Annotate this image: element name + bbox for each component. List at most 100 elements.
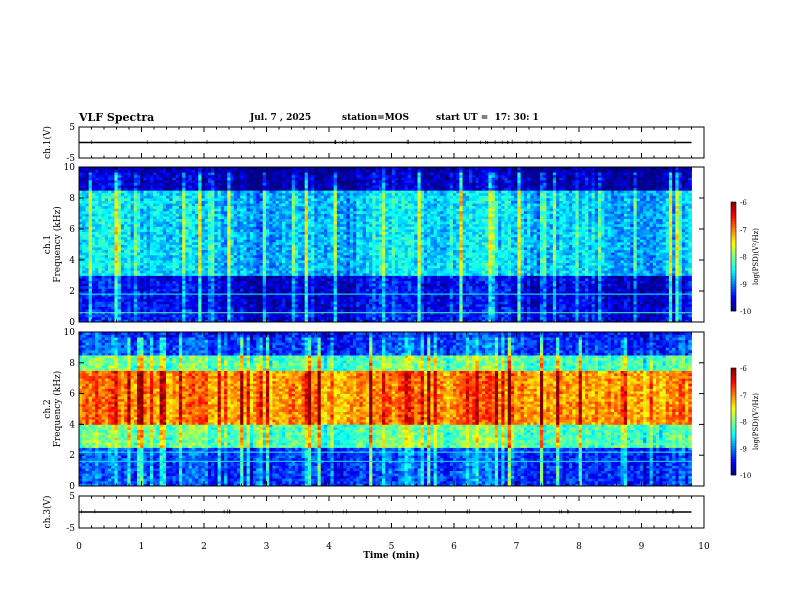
ch2-colorbar-swatch [731, 456, 736, 460]
ch1-spectrogram [79, 167, 692, 323]
ch3-waveform-ytick-label: 5 [69, 492, 75, 502]
ch2-colorbar-swatch [731, 410, 736, 414]
ch2-colorbar-swatch [731, 442, 736, 446]
x-tick-label: 7 [514, 542, 520, 552]
ch1-waveform-ylabel: ch.1(V) [42, 126, 53, 159]
chart-title: VLF Spectra [79, 111, 154, 124]
ch2-colorbar-swatch [731, 400, 736, 404]
ch1-colorbar-swatch [731, 210, 736, 214]
ch1-colorbar-swatch [731, 283, 736, 287]
ch1-spectrogram-ytick-label: 8 [69, 194, 75, 204]
ch2-colorbar-swatch [731, 408, 736, 412]
ch1-colorbar-swatch [731, 212, 736, 216]
ch2-colorbar-tick-label: -9 [740, 445, 747, 453]
ch2-colorbar-swatch [731, 368, 736, 371]
x-tick-label: 6 [451, 542, 457, 552]
ch2-colorbar-swatch [731, 432, 736, 436]
ch1-colorbar-swatch [731, 270, 736, 274]
ch1-colorbar-label: log(PSD)(V²/Hz) [752, 228, 760, 285]
x-tick-label: 1 [139, 542, 145, 552]
ch1-colorbar-tick-label: -10 [740, 308, 751, 316]
ch1-colorbar-tick-label: -8 [740, 254, 747, 262]
x-axis-label: Time (min) [363, 550, 420, 561]
ch1-colorbar-tick-label: -9 [740, 281, 747, 289]
ch2-colorbar-swatch [731, 416, 736, 420]
ch2-colorbar-swatch [731, 397, 736, 401]
ch2-colorbar-frame [730, 367, 737, 476]
ch1-colorbar-swatch [731, 300, 736, 304]
ch2-colorbar-label: log(PSD)(V²/Hz) [752, 393, 760, 450]
ch2-colorbar-swatch [731, 445, 736, 449]
start-ut-label: start UT = 17: 30: 1 [436, 113, 539, 123]
ch1-colorbar-swatch [731, 294, 736, 298]
ch1-colorbar-swatch [731, 297, 736, 301]
ch1-colorbar-swatch [731, 275, 736, 279]
ch2-colorbar-swatch [731, 472, 736, 476]
ch2-spectrogram-ytick-label: 0 [69, 482, 75, 492]
ch2-spectrogram-ytick-label: 10 [64, 328, 76, 338]
ch2-colorbar-swatch [731, 440, 736, 444]
ch1-colorbar-swatch [731, 237, 736, 241]
x-tick-label: 10 [698, 542, 710, 552]
ch1-spectrogram-ytick-label: 2 [69, 287, 75, 297]
x-tick-label: 2 [201, 542, 207, 552]
ch2-colorbar-swatch [731, 413, 736, 417]
ch1-colorbar-swatch [731, 242, 736, 246]
ch2-spectrogram-ytick-label: 8 [69, 359, 75, 369]
ch2-spectrogram-ytick-label: 4 [69, 420, 75, 430]
ch1-colorbar-swatch [731, 286, 736, 290]
ch2-spectrogram-ytick-label: 2 [69, 451, 75, 461]
ch2-colorbar-tick-label: -6 [740, 365, 747, 373]
ch2-colorbar-swatch [731, 424, 736, 428]
ch2-colorbar-swatch [731, 448, 736, 452]
x-tick-label: 0 [76, 542, 82, 552]
x-tick-label: 3 [264, 542, 270, 552]
ch2-colorbar-swatch [731, 434, 736, 438]
ch2-colorbar-swatch [731, 405, 736, 409]
ch1-colorbar-swatch [731, 278, 736, 282]
ch3-waveform-ylabel: ch.3(V) [42, 496, 53, 529]
ch1-colorbar-swatch [731, 234, 736, 238]
ch1-spectrogram-ytick-label: 10 [64, 163, 76, 173]
x-tick-label: 9 [639, 542, 645, 552]
ch2-colorbar-swatch [731, 453, 736, 457]
ch1-colorbar-swatch [731, 259, 736, 263]
ch2-colorbar-swatch [731, 458, 736, 462]
ch2-colorbar-swatch [731, 376, 736, 379]
ch3-waveform-ytick-label: -5 [66, 524, 75, 534]
ch1-colorbar-swatch [731, 289, 736, 293]
ch1-colorbar-swatch [731, 272, 736, 276]
ch1-colorbar-swatch [731, 215, 736, 219]
ch1-colorbar-swatch [731, 218, 736, 222]
ch1-colorbar-swatch [731, 229, 736, 233]
ch2-colorbar-swatch [731, 373, 736, 377]
ch2-colorbar-tick-label: -10 [740, 472, 751, 480]
ch1-colorbar-swatch [731, 302, 736, 306]
ch2-colorbar-swatch [731, 370, 736, 374]
ch1-colorbar-swatch [731, 221, 736, 225]
ch2-colorbar-swatch [731, 461, 736, 465]
ch2-colorbar-swatch [731, 469, 736, 473]
ch2-colorbar-swatch [731, 450, 736, 454]
ch1-colorbar-swatch [731, 256, 736, 260]
ch1-colorbar-swatch [731, 251, 736, 255]
ch2-colorbar-swatch [731, 389, 736, 393]
ch2-colorbar-swatch [731, 429, 736, 433]
x-tick-label: 4 [326, 542, 332, 552]
ch1-colorbar-swatch [731, 231, 736, 235]
ch1-waveform-ytick-label: 5 [69, 123, 75, 133]
ch2-colorbar-swatch [731, 466, 736, 470]
ch1-colorbar-swatch [731, 261, 736, 265]
ch2-spectrogram [79, 332, 692, 487]
ch1-colorbar-swatch [731, 308, 736, 312]
ch2-colorbar-swatch [731, 386, 736, 390]
ch1-colorbar-swatch [731, 291, 736, 295]
ch1-spectrogram-ytick-label: 4 [69, 256, 75, 266]
ch2-colorbar-swatch [731, 392, 736, 396]
ch2-colorbar-tick-label: -8 [740, 419, 747, 427]
ch1-colorbar-tick-label: -6 [740, 199, 747, 207]
ch2-colorbar-swatch [731, 426, 736, 430]
ch2-colorbar-swatch [731, 418, 736, 422]
ch2-colorbar-swatch [731, 381, 736, 385]
